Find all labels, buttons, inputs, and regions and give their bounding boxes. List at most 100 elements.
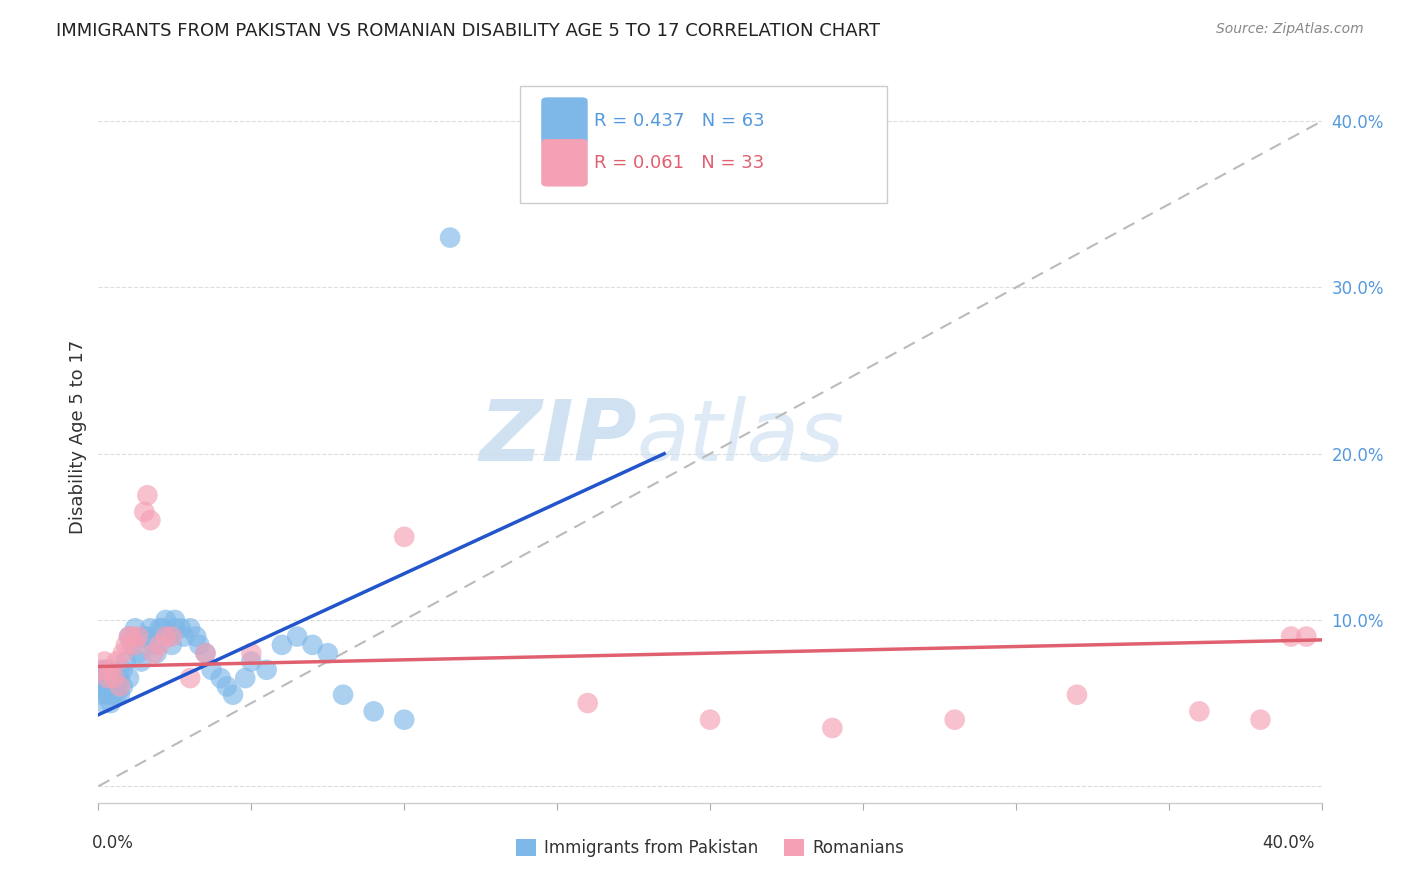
Point: [1295, 630, 1317, 644]
Y-axis label: Disability Age 5 to 17: Disability Age 5 to 17: [69, 340, 87, 534]
Point: [103, 688, 125, 702]
Point: [194, 646, 217, 660]
Point: [699, 713, 721, 727]
Point: [100, 671, 122, 685]
Point: [115, 655, 138, 669]
Point: [256, 663, 278, 677]
Point: [943, 713, 966, 727]
Point: [90, 663, 112, 677]
Text: ZIP: ZIP: [479, 395, 637, 479]
Text: Source: ZipAtlas.com: Source: ZipAtlas.com: [1216, 22, 1364, 37]
Text: R = 0.437   N = 63: R = 0.437 N = 63: [593, 112, 765, 130]
Point: [100, 696, 122, 710]
Point: [160, 630, 183, 644]
FancyBboxPatch shape: [541, 139, 588, 186]
Point: [1188, 705, 1211, 719]
Point: [93, 696, 115, 710]
Point: [1279, 630, 1302, 644]
Point: [108, 671, 131, 685]
Point: [179, 621, 201, 635]
Point: [118, 630, 141, 644]
Point: [90, 671, 112, 685]
Point: [93, 663, 115, 677]
Point: [145, 646, 167, 660]
Text: R = 0.061   N = 33: R = 0.061 N = 33: [593, 153, 763, 172]
Point: [270, 638, 292, 652]
Point: [149, 638, 172, 652]
Point: [105, 688, 128, 702]
Point: [103, 671, 125, 685]
Point: [93, 680, 115, 694]
Point: [136, 630, 159, 644]
Point: [316, 646, 339, 660]
Point: [108, 688, 131, 702]
Point: [152, 621, 174, 635]
Point: [97, 671, 120, 685]
Point: [222, 688, 245, 702]
Point: [142, 638, 165, 652]
Point: [139, 621, 162, 635]
Point: [233, 671, 256, 685]
Point: [149, 621, 172, 635]
Text: 0.0%: 0.0%: [91, 834, 134, 852]
Point: [97, 671, 120, 685]
Point: [332, 688, 354, 702]
Point: [127, 646, 149, 660]
Point: [103, 671, 125, 685]
Point: [100, 663, 122, 677]
Point: [1249, 713, 1271, 727]
Point: [155, 613, 177, 627]
Text: IMMIGRANTS FROM PAKISTAN VS ROMANIAN DISABILITY AGE 5 TO 17 CORRELATION CHART: IMMIGRANTS FROM PAKISTAN VS ROMANIAN DIS…: [56, 22, 880, 40]
Point: [170, 621, 193, 635]
Point: [821, 721, 844, 735]
Point: [108, 680, 131, 694]
Point: [392, 530, 416, 544]
Point: [90, 680, 112, 694]
Point: [240, 655, 263, 669]
Point: [118, 671, 141, 685]
Point: [576, 696, 599, 710]
Point: [121, 638, 143, 652]
Point: [173, 630, 195, 644]
Point: [129, 655, 152, 669]
Point: [392, 713, 416, 727]
Point: [134, 505, 156, 519]
Text: atlas: atlas: [637, 395, 845, 479]
Point: [200, 663, 222, 677]
Point: [103, 680, 125, 694]
Point: [111, 663, 134, 677]
Point: [179, 671, 201, 685]
Point: [134, 630, 156, 644]
Point: [142, 646, 165, 660]
Point: [301, 638, 323, 652]
Point: [240, 646, 263, 660]
Point: [124, 621, 146, 635]
Point: [105, 655, 128, 669]
FancyBboxPatch shape: [541, 97, 588, 145]
Point: [188, 638, 211, 652]
Point: [285, 630, 308, 644]
Point: [127, 630, 149, 644]
Text: 40.0%: 40.0%: [1263, 834, 1315, 852]
Point: [115, 638, 138, 652]
Point: [121, 630, 143, 644]
Point: [186, 630, 208, 644]
Legend: Immigrants from Pakistan, Romanians: Immigrants from Pakistan, Romanians: [509, 832, 911, 864]
Point: [136, 488, 159, 502]
FancyBboxPatch shape: [520, 86, 887, 203]
Point: [194, 646, 217, 660]
Point: [111, 646, 134, 660]
Point: [93, 671, 115, 685]
Point: [363, 705, 385, 719]
Point: [215, 680, 238, 694]
Point: [124, 638, 146, 652]
Point: [105, 680, 128, 694]
Point: [155, 630, 177, 644]
Point: [163, 621, 186, 635]
Point: [139, 513, 162, 527]
Point: [163, 613, 186, 627]
Point: [97, 680, 120, 694]
Point: [97, 663, 120, 677]
Point: [1066, 688, 1088, 702]
Point: [209, 671, 232, 685]
